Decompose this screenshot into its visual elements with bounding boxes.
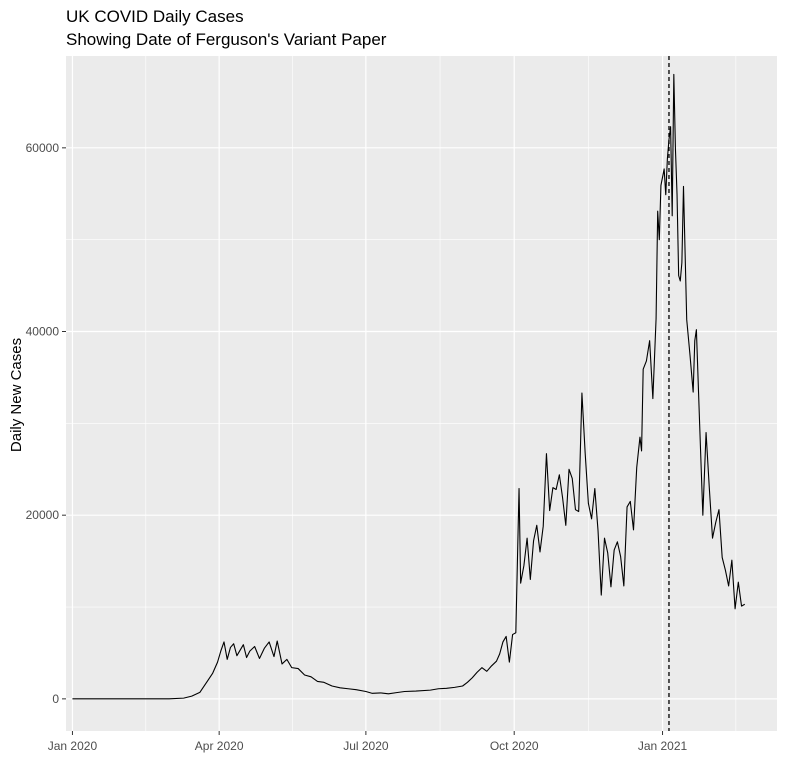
x-tick-label: Jan 2020 [48, 739, 98, 753]
y-tick-label: 40000 [26, 325, 60, 339]
chart-subtitle: Showing Date of Ferguson's Variant Paper [66, 30, 387, 49]
chart-title: UK COVID Daily Cases [66, 7, 244, 26]
y-tick-label: 60000 [26, 141, 60, 155]
x-tick-label: Jul 2020 [343, 739, 389, 753]
grid-minor [66, 56, 777, 731]
x-axis: Jan 2020 Apr 2020 Jul 2020 Oct 2020 Jan 2021 [48, 731, 688, 753]
y-tick-label: 0 [52, 692, 59, 706]
x-tick-label: Jan 2021 [638, 739, 688, 753]
plot-panel [66, 56, 777, 731]
x-tick-label: Apr 2020 [195, 739, 244, 753]
y-tick-label: 20000 [26, 508, 60, 522]
grid-major [66, 56, 777, 731]
y-axis: 0 20000 40000 60000 [26, 141, 66, 706]
series-line-daily-cases [72, 73, 746, 700]
y-axis-title: Daily New Cases [8, 338, 25, 452]
x-tick-label: Oct 2020 [490, 739, 539, 753]
